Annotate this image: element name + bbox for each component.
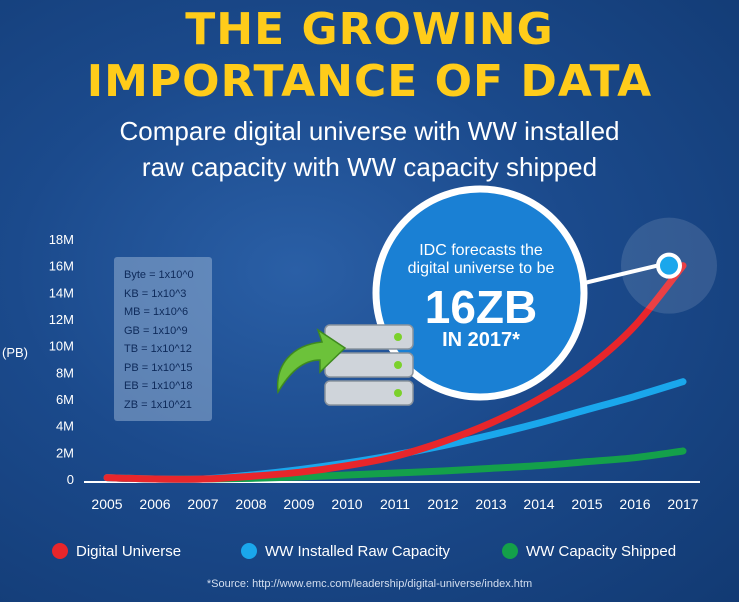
y-tick-label: 10M [49,339,74,354]
data-point-2017 [656,252,682,279]
source-note: *Source: http://www.emc.com/leadership/d… [206,578,533,590]
x-tick-label: 2010 [331,496,362,512]
x-tick-label: 2017 [667,496,698,512]
units-panel [114,257,212,421]
y-tick-label: 12M [49,312,74,327]
x-tick-label: 2015 [571,496,602,512]
unit-row: MB = 1x10^6 [124,306,189,318]
server-light [394,361,402,369]
x-tick-label: 2006 [139,496,170,512]
x-tick-label: 2012 [427,496,458,512]
red-dot-icon [52,543,68,559]
unit-row: KB = 1x10^3 [124,287,187,300]
y-axis-label: (PB) [2,345,28,360]
y-tick-label: 0 [67,472,74,487]
legend-item-digital-universe: Digital Universe [52,540,181,562]
green-arrow-icon [276,328,347,395]
x-tick-label: 2007 [187,496,218,512]
x-tick-label: 2008 [235,496,266,512]
x-tick-label: 2011 [380,496,410,512]
subtitle-line-2: raw capacity with WW capacity shipped [141,152,598,182]
callout-line-2: digital universe to be [407,260,555,277]
green-dot-icon [502,543,518,559]
blue-dot-icon [241,543,257,559]
y-tick-label: 2M [56,445,74,460]
unit-row: GB = 1x10^9 [124,324,188,337]
callout-big-value: 16ZB [424,281,538,333]
legend-label: WW Capacity Shipped [526,542,677,560]
callout-line-3: IN 2017* [442,329,520,351]
server-unit [324,380,414,406]
unit-row: TB = 1x10^12 [124,343,192,355]
x-tick-label: 2016 [619,496,650,512]
y-tick-label: 8M [56,365,74,380]
server-light [394,333,402,341]
legend-item-shipped: WW Capacity Shipped [502,540,676,562]
callout-line-1: IDC forecasts the [419,242,543,259]
x-tick-label: 2005 [91,496,122,512]
server-light [394,389,402,397]
callout-bubble [372,185,588,401]
unit-row: PB = 1x10^15 [124,361,193,374]
x-tick-label: 2013 [475,496,506,512]
x-tick-label: 2009 [283,496,314,512]
y-tick-label: 16M [49,259,74,274]
unit-row: EB = 1x10^18 [124,380,193,392]
legend-item-installed: WW Installed Raw Capacity [241,540,450,562]
subtitle-line-1: Compare digital universe with WW install… [119,116,620,146]
y-tick-label: 6M [56,392,74,407]
series-line-digital-universe [103,262,687,483]
x-tick-label: 2014 [523,496,554,512]
unit-row: Byte = 1x10^0 [124,269,194,281]
y-tick-label: 4M [56,419,74,434]
unit-row: ZB = 1x10^21 [124,398,192,411]
server-stack-icon [324,324,414,406]
legend-label: WW Installed Raw Capacity [265,542,451,560]
page-title-line-2: IMPORTANCE OF DATA [86,56,653,107]
legend-label: Digital Universe [76,542,182,560]
y-tick-label: 18M [49,232,74,247]
y-tick-label: 14M [49,285,74,300]
page-title-line-1: THE GROWING [185,4,554,55]
units-list: Byte = 1x10^0 KB = 1x10^3 MB = 1x10^6 GB… [124,266,194,414]
